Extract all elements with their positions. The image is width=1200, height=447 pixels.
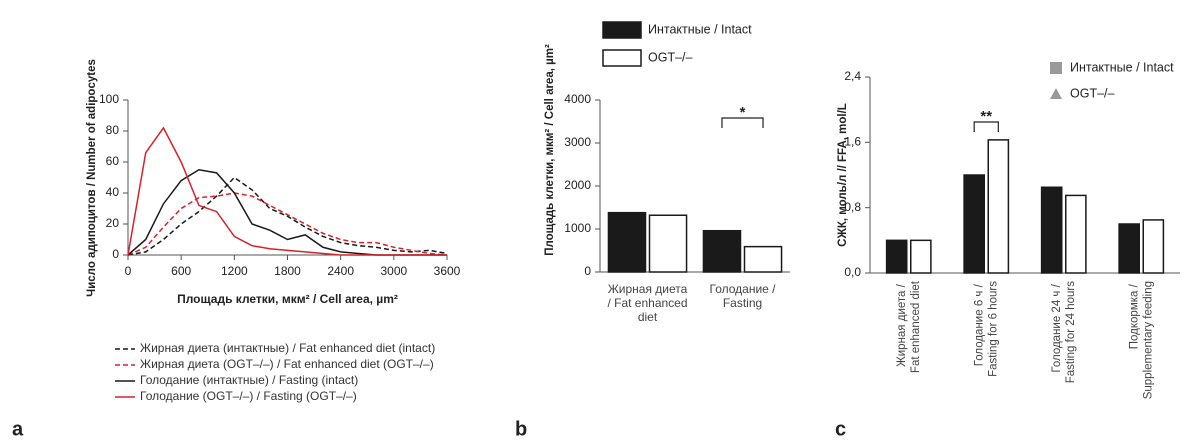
bar bbox=[702, 229, 742, 273]
x-category-label: Жирная диета / Fat enhanced diet bbox=[607, 282, 688, 324]
x-tick-label: 1200 bbox=[221, 264, 248, 278]
y-tick-label: 1000 bbox=[564, 221, 591, 235]
x-tick-label: 0 bbox=[125, 264, 132, 278]
legend-label: Жирная диета (интактные) / Fat enhanced … bbox=[140, 341, 435, 355]
x-category-label: Голодание 6 ч / Fasting for 6 hours bbox=[973, 281, 999, 377]
legend-label: OGT–/– bbox=[648, 50, 693, 64]
line-series bbox=[127, 168, 447, 256]
significance-label: * bbox=[740, 104, 746, 121]
bar bbox=[1065, 194, 1087, 274]
y-tick-label: 0 bbox=[112, 247, 119, 261]
y-tick-label: 0,8 bbox=[844, 200, 861, 214]
x-category-label: Жирная диета / Fat enhanced diet bbox=[896, 280, 922, 373]
x-tick-label: 2400 bbox=[327, 264, 354, 278]
legend-swatch bbox=[602, 49, 642, 67]
x-category-label: Голодание 24 ч / Fasting for 24 hours bbox=[1051, 281, 1077, 384]
bar bbox=[885, 239, 908, 274]
x-category-label: Голодание / Fasting bbox=[709, 282, 776, 310]
significance-bracket bbox=[973, 121, 999, 132]
bar bbox=[743, 245, 783, 273]
bar bbox=[987, 139, 1010, 274]
legend-label: Голодание (OGT–/–) / Fasting (OGT–/–) bbox=[140, 389, 357, 403]
legend-label: OGT–/– bbox=[1070, 86, 1115, 100]
bar bbox=[648, 214, 688, 273]
legend-label: Жирная диета (OGT–/–) / Fat enhanced die… bbox=[140, 357, 434, 371]
y-tick-label: 0 bbox=[584, 264, 591, 278]
panel-letter: b bbox=[515, 418, 527, 440]
y-axis-label: Площадь клетки, мкм² / Cell area, µm² bbox=[544, 44, 556, 256]
x-tick-label: 3000 bbox=[380, 264, 407, 278]
bar bbox=[1040, 186, 1063, 274]
y-tick-label: 60 bbox=[106, 154, 120, 168]
y-tick-label: 3000 bbox=[564, 135, 591, 149]
y-tick-label: 4000 bbox=[564, 92, 591, 106]
y-axis-label: СЖК, моль/л // FFA, mol/L bbox=[837, 103, 849, 247]
x-category-text: Голодание / Fasting bbox=[709, 282, 776, 310]
y-tick-label: 80 bbox=[106, 123, 120, 137]
y-tick-label: 1,6 bbox=[844, 135, 861, 149]
significance-label: ** bbox=[980, 108, 992, 125]
x-axis-label: Площадь клетки, мкм² / Cell area, µm² bbox=[177, 292, 398, 306]
bar bbox=[607, 211, 647, 273]
x-category-text: Жирная диета / Fat enhanced diet bbox=[607, 282, 688, 324]
legend-label: Интактные / Intact bbox=[1070, 60, 1174, 74]
legend-swatch bbox=[602, 21, 642, 39]
x-category-label: Подкормка / Supplementary feeding bbox=[1128, 281, 1154, 399]
legend-marker bbox=[1050, 88, 1062, 99]
line-series bbox=[127, 126, 447, 256]
panel-letter: a bbox=[12, 418, 24, 440]
x-tick-label: 1800 bbox=[274, 264, 301, 278]
y-tick-label: 2,4 bbox=[844, 69, 861, 83]
line-series bbox=[127, 192, 448, 256]
legend-label: Интактные / Intact bbox=[648, 22, 752, 36]
bar bbox=[910, 239, 932, 274]
bar bbox=[1142, 219, 1165, 274]
line-series bbox=[127, 176, 448, 256]
y-tick-label: 40 bbox=[106, 185, 120, 199]
bar bbox=[963, 174, 985, 274]
legend-marker bbox=[1050, 62, 1062, 74]
bar bbox=[1118, 223, 1140, 274]
y-tick-label: 20 bbox=[106, 216, 120, 230]
y-tick-label: 2000 bbox=[564, 178, 591, 192]
y-tick-label: 0,0 bbox=[844, 265, 861, 279]
x-tick-label: 600 bbox=[171, 264, 191, 278]
y-axis-label: Число адипоцитов / Number of adipocytes bbox=[86, 59, 98, 297]
significance-bracket bbox=[721, 117, 764, 128]
x-tick-label: 3600 bbox=[434, 264, 461, 278]
panel-letter: c bbox=[835, 418, 846, 440]
y-tick-label: 100 bbox=[99, 92, 119, 106]
legend-label: Голодание (интактные) / Fasting (intact) bbox=[140, 373, 358, 387]
